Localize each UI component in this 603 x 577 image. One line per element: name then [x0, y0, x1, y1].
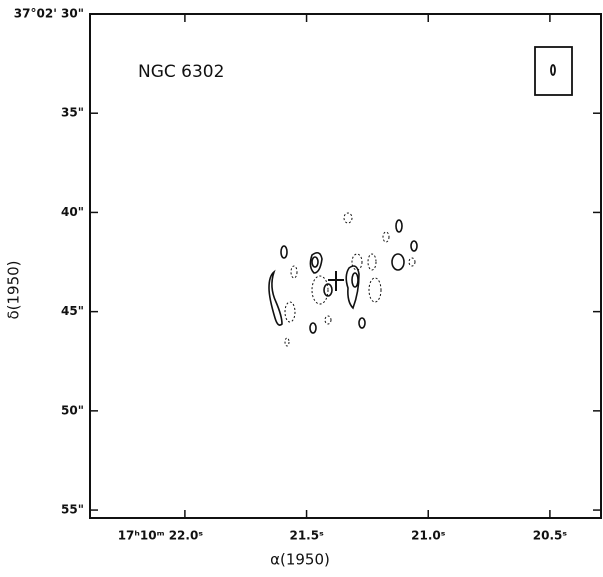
dotted-contours [284, 212, 416, 347]
contour [311, 256, 319, 268]
y-tick-label: 37°02' 30" [14, 7, 84, 21]
beam [550, 64, 556, 76]
contour [391, 253, 405, 271]
contour [368, 277, 382, 303]
contour [358, 317, 366, 329]
plot-frame [89, 13, 602, 519]
y-tick-label: 55" [61, 503, 84, 517]
y-tick-label: 40" [61, 205, 84, 219]
contour [284, 337, 290, 347]
y-tick-label: 50" [61, 403, 84, 417]
contour [410, 240, 418, 252]
x-axis-label: α(1950) [270, 551, 330, 569]
contour [309, 322, 317, 334]
contour [343, 212, 353, 224]
x-tick-label: 17ʰ10ᵐ 22.0ˢ [118, 529, 204, 543]
contour [351, 272, 359, 288]
contour [367, 253, 377, 271]
beam-box [534, 46, 573, 96]
y-tick-label: 35" [61, 106, 84, 120]
y-axis-label: δ(1950) [5, 260, 23, 319]
contour [408, 257, 416, 267]
solid-contours [268, 219, 418, 334]
chart-title: NGC 6302 [138, 62, 224, 82]
contour [268, 269, 283, 326]
x-tick-label: 20.5ˢ [533, 529, 568, 543]
contour [351, 253, 363, 271]
contour [395, 219, 403, 233]
x-tick-label: 21.0ˢ [411, 529, 446, 543]
contour [290, 265, 298, 279]
y-tick-label: 45" [61, 304, 84, 318]
center-cross [328, 271, 344, 291]
contour [311, 275, 329, 305]
contour [309, 251, 323, 274]
contour [280, 245, 288, 259]
contour [324, 315, 332, 325]
contour [382, 231, 390, 243]
contour [345, 265, 360, 310]
x-tick-label: 21.5ˢ [289, 529, 324, 543]
contour [284, 301, 296, 323]
contour [323, 283, 333, 297]
